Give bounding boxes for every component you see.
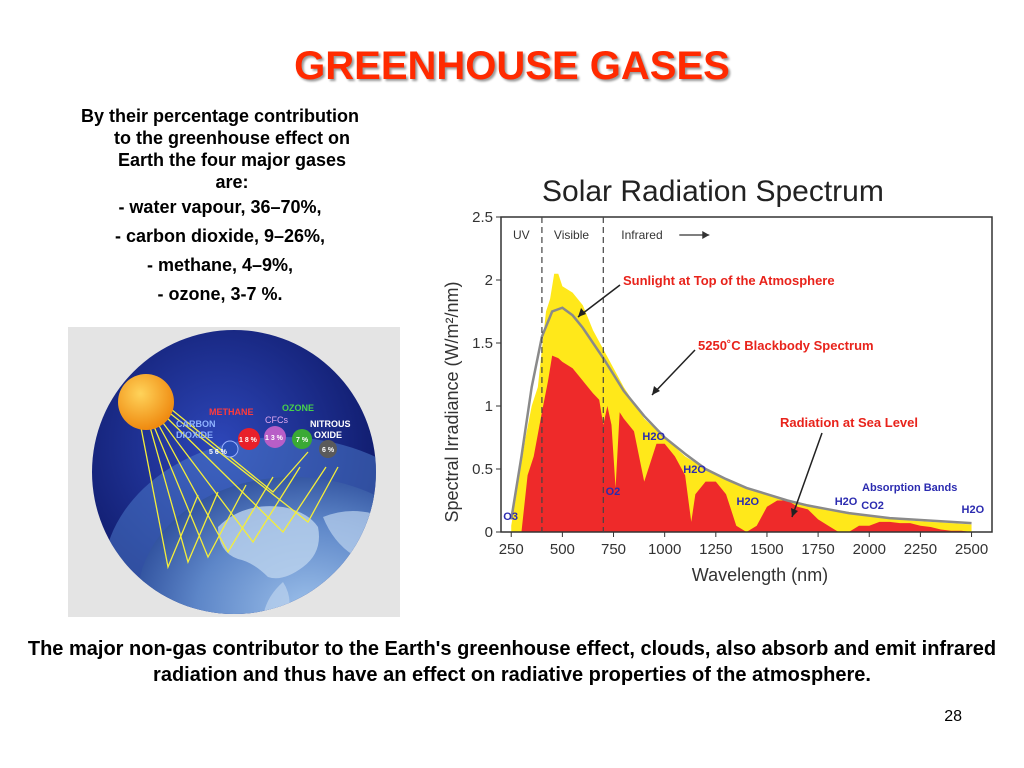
nitrous-ball-icon xyxy=(319,440,337,458)
gas-item-ozone: - ozone, 3-7 %. xyxy=(157,284,283,304)
absorption-band-label: CO2 xyxy=(861,500,884,512)
pct-nitrous: 6 % xyxy=(322,447,335,454)
absorption-band-label: H2O xyxy=(835,496,858,508)
plot-frame xyxy=(500,216,993,533)
infrared-arrowhead-icon xyxy=(702,231,710,239)
x-tick-label: 2500 xyxy=(955,541,988,558)
x-tick-label: 500 xyxy=(550,541,575,558)
gas-item-water-vapour: - water vapour, 36–70%, xyxy=(118,197,322,217)
region-label: Visible xyxy=(554,228,589,242)
x-tick-label: 1500 xyxy=(750,541,783,558)
absorption-band-label: H2O xyxy=(683,464,706,476)
pct-ozone: 7 % xyxy=(296,437,309,444)
label-oxide: OXIDE xyxy=(314,430,342,440)
annotation-arrow xyxy=(577,284,621,318)
series-blackbody-line xyxy=(509,306,972,525)
pct-methane: 1 8 % xyxy=(239,437,258,444)
y-tick-label: 2 xyxy=(485,272,493,289)
absorption-band-label: H2O xyxy=(962,504,985,516)
gas-item-methane: - methane, 4–9%, xyxy=(146,255,294,275)
absorption-band-label: H2O xyxy=(642,431,665,443)
label-dioxide: DIOXIDE xyxy=(176,430,213,440)
methane-ball-icon xyxy=(238,428,260,450)
sun-icon xyxy=(118,374,174,430)
gas-item-carbon-dioxide: - carbon dioxide, 9–26%, xyxy=(114,226,326,246)
pct-co2: 5 6 % xyxy=(209,449,228,456)
cfc-ball-icon xyxy=(264,426,286,448)
annotation-arrow xyxy=(791,432,823,518)
y-tick-label: 1.5 xyxy=(472,335,493,352)
earth-illustration-svg: CARBON DIOXIDE METHANE OZONE CFCs NITROU… xyxy=(92,330,376,614)
slide-title: GREENHOUSE GASES xyxy=(294,44,730,88)
continent-shape-2 xyxy=(323,511,376,562)
annotation-arrowhead xyxy=(578,308,586,317)
annotation-blackbody: 5250˚C Blackbody Spectrum xyxy=(698,338,874,353)
annotation-arrowhead xyxy=(791,508,798,517)
x-tick-label: 250 xyxy=(499,541,524,558)
absorption-band-label: O3 xyxy=(503,511,518,523)
greenhouse-earth-illustration: CARBON DIOXIDE METHANE OZONE CFCs NITROU… xyxy=(68,327,400,617)
annotation-sea-level: Radiation at Sea Level xyxy=(780,415,918,430)
region-label: UV xyxy=(513,228,530,242)
label-cfcs: CFCs xyxy=(265,415,288,425)
absorption-band-label: O2 xyxy=(606,486,621,498)
label-ozone: OZONE xyxy=(282,403,314,413)
y-tick-label: 1 xyxy=(485,398,493,415)
co2-ball-icon xyxy=(221,440,239,458)
annotation-arrow xyxy=(651,349,696,396)
bottom-note: The major non-gas contributor to the Ear… xyxy=(27,638,997,686)
x-tick-label: 2000 xyxy=(853,541,886,558)
page-number: 28 xyxy=(944,708,962,725)
y-axis-label: Spectral Irradiance (W/m²/nm) xyxy=(442,281,462,522)
x-axis-label: Wavelength (nm) xyxy=(692,565,828,585)
annotation-absorption-bands: Absorption Bands xyxy=(862,482,957,494)
pct-cfcs: 1 3 % xyxy=(265,435,284,442)
chart-title: Solar Radiation Spectrum xyxy=(542,175,884,208)
chart-svg: Solar Radiation Spectrum UV Visible Infrar… xyxy=(442,175,993,585)
intro-paragraph: By their percentage contribution to the … xyxy=(80,106,360,192)
label-carbon: CARBON xyxy=(176,419,216,429)
annotation-arrowhead xyxy=(652,386,660,395)
series-sea-level xyxy=(521,355,972,532)
y-tick-label: 0.5 xyxy=(472,461,493,478)
x-tick-label: 750 xyxy=(601,541,626,558)
x-tick-label: 1750 xyxy=(801,541,834,558)
x-tick-label: 2250 xyxy=(904,541,937,558)
ozone-ball-icon xyxy=(292,429,312,449)
y-tick-label: 2.5 xyxy=(472,209,493,226)
solar-spectrum-chart: Solar Radiation Spectrum UV Visible Infrar… xyxy=(430,165,1020,595)
continent-shape xyxy=(218,506,319,579)
x-tick-label: 1000 xyxy=(648,541,681,558)
x-tick-label: 1250 xyxy=(699,541,732,558)
y-tick-label: 0 xyxy=(485,524,493,541)
label-nitrous: NITROUS xyxy=(310,419,351,429)
intro-text-block: By their percentage contribution to the … xyxy=(80,105,360,309)
region-label: Infrared xyxy=(621,228,662,242)
label-methane: METHANE xyxy=(209,407,254,417)
absorption-band-label: H2O xyxy=(737,496,760,508)
radiation-rays xyxy=(137,401,339,570)
annotation-top-of-atmosphere: Sunlight at Top of the Atmosphere xyxy=(623,273,835,288)
